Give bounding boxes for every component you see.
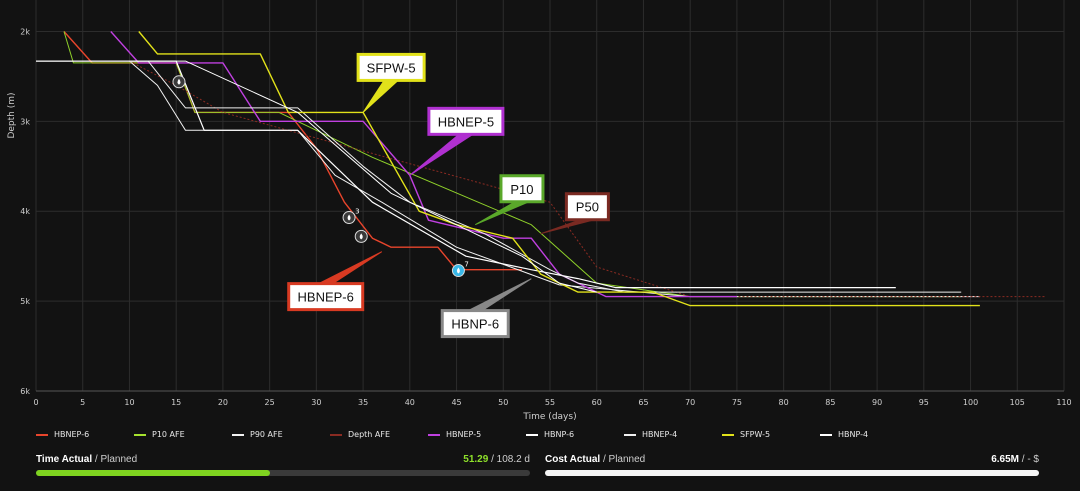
event-marker-count: 7	[464, 261, 468, 269]
drop-icon	[456, 267, 460, 274]
x-tick-label: 40	[405, 398, 415, 407]
x-tick-label: 50	[498, 398, 508, 407]
callout-label: HBNP-6	[451, 317, 499, 332]
x-tick-label: 95	[919, 398, 929, 407]
time-progress-label: Time Actual	[36, 454, 93, 465]
cost-progress: Cost Actual / Planned 6.65M / - $	[545, 450, 1039, 486]
callout-label: HBNEP-6	[298, 290, 354, 305]
legend-label: HBNP-4	[838, 430, 869, 439]
callout-box	[499, 174, 545, 204]
series-line-hbnp-6	[129, 60, 896, 289]
callout-label: HBNEP-5	[438, 114, 494, 129]
callout-box	[427, 106, 505, 136]
cost-planned-value: / - $	[1018, 454, 1039, 465]
legend-swatch	[722, 433, 734, 436]
x-tick-label: 70	[685, 398, 695, 407]
series-line-p90-afe	[36, 60, 980, 298]
legend-item[interactable]: SFPW-5	[722, 430, 770, 439]
legend-label: Depth AFE	[348, 430, 391, 439]
x-tick-label: 105	[1010, 398, 1025, 407]
callout-box	[440, 309, 510, 339]
x-axis-title: Time (days)	[522, 412, 576, 422]
legend-swatch	[428, 433, 440, 436]
x-tick-label: 80	[779, 398, 789, 407]
legend-item[interactable]: HBNP-4	[820, 430, 868, 439]
callout-box	[356, 52, 426, 82]
x-tick-label: 0	[33, 398, 38, 407]
y-tick-label: 2k	[20, 27, 30, 36]
y-tick-label: 3k	[20, 117, 30, 126]
legend-swatch	[820, 433, 832, 436]
legend-item[interactable]: HBNEP-6	[36, 430, 89, 439]
legend-label: HBNP-6	[544, 430, 575, 439]
legend-swatch	[134, 433, 146, 436]
x-tick-label: 65	[638, 398, 648, 407]
legend-label: HBNEP-5	[446, 430, 482, 439]
callout-label: P10	[510, 182, 533, 197]
cost-progress-label-suffix: / Planned	[600, 454, 646, 465]
x-tick-label: 5	[80, 398, 85, 407]
cost-actual-value: 6.65M	[991, 454, 1019, 465]
x-tick-label: 110	[1056, 398, 1071, 407]
legend-label: P10 AFE	[152, 430, 185, 439]
x-tick-label: 10	[124, 398, 134, 407]
depth-time-chart: 0 5 10 15 20 25 30 35 40 45 50 55 60 65 70 75 80 85 90 95 10…	[0, 0, 1080, 430]
x-tick-label: 30	[311, 398, 321, 407]
x-tick-label: 35	[358, 398, 368, 407]
x-tick-label: 25	[265, 398, 275, 407]
legend-label: SFPW-5	[740, 430, 771, 439]
drop-icon	[359, 233, 363, 240]
legend-label: HBNEP-6	[54, 430, 90, 439]
cost-progress-fill	[545, 470, 1039, 476]
x-tick-label: 85	[825, 398, 835, 407]
time-progress-fill	[36, 470, 271, 476]
legend-item[interactable]: HBNP-6	[526, 430, 574, 439]
series-line-hbnp-4	[36, 60, 597, 293]
chart-background	[0, 0, 1080, 430]
y-tick-label: 5k	[20, 297, 30, 306]
legend-swatch	[232, 433, 244, 436]
event-marker-count: 3	[355, 208, 359, 216]
time-actual-value: 51.29	[463, 454, 489, 465]
chart-legend: HBNEP-6 P10 AFE P90 AFE Depth AFE HBNEP-5 HBN…	[0, 430, 1080, 450]
legend-item[interactable]: HBNEP-5	[428, 430, 481, 439]
callout-box	[564, 192, 610, 222]
cost-progress-label: Cost Actual	[545, 454, 601, 465]
legend-swatch	[330, 433, 342, 436]
cost-progress-track	[545, 470, 1039, 476]
legend-swatch	[624, 433, 636, 436]
callout-label: SFPW-5	[367, 60, 416, 75]
time-planned-value: / 108.2 d	[488, 454, 530, 465]
time-progress-track	[36, 470, 530, 476]
drop-icon	[347, 214, 351, 221]
x-tick-label: 15	[171, 398, 181, 407]
x-tick-label: 45	[451, 398, 461, 407]
callout-box	[287, 282, 365, 312]
legend-swatch	[526, 433, 538, 436]
x-tick-label: 75	[732, 398, 742, 407]
x-tick-label: 100	[963, 398, 978, 407]
drop-icon	[177, 78, 181, 85]
x-tick-label: 60	[592, 398, 602, 407]
legend-label: HBNEP-4	[642, 430, 678, 439]
y-tick-label: 6k	[20, 387, 30, 396]
x-tick-label: 90	[872, 398, 882, 407]
legend-swatch	[36, 433, 48, 436]
y-axis-title: Depth (m)	[7, 92, 17, 138]
time-progress: Time Actual / Planned 51.29 / 108.2 d	[36, 450, 530, 486]
callout-label: P50	[576, 200, 599, 215]
series-line-p10-afe	[63, 31, 962, 298]
legend-item[interactable]: P90 AFE	[232, 430, 283, 439]
legend-item[interactable]: Depth AFE	[330, 430, 390, 439]
y-tick-label: 4k	[20, 207, 30, 216]
x-tick-label: 20	[218, 398, 228, 407]
legend-label: P90 AFE	[250, 430, 283, 439]
time-progress-label-suffix: / Planned	[92, 454, 138, 465]
legend-item[interactable]: HBNEP-4	[624, 430, 677, 439]
x-tick-label: 55	[545, 398, 555, 407]
legend-item[interactable]: P10 AFE	[134, 430, 185, 439]
